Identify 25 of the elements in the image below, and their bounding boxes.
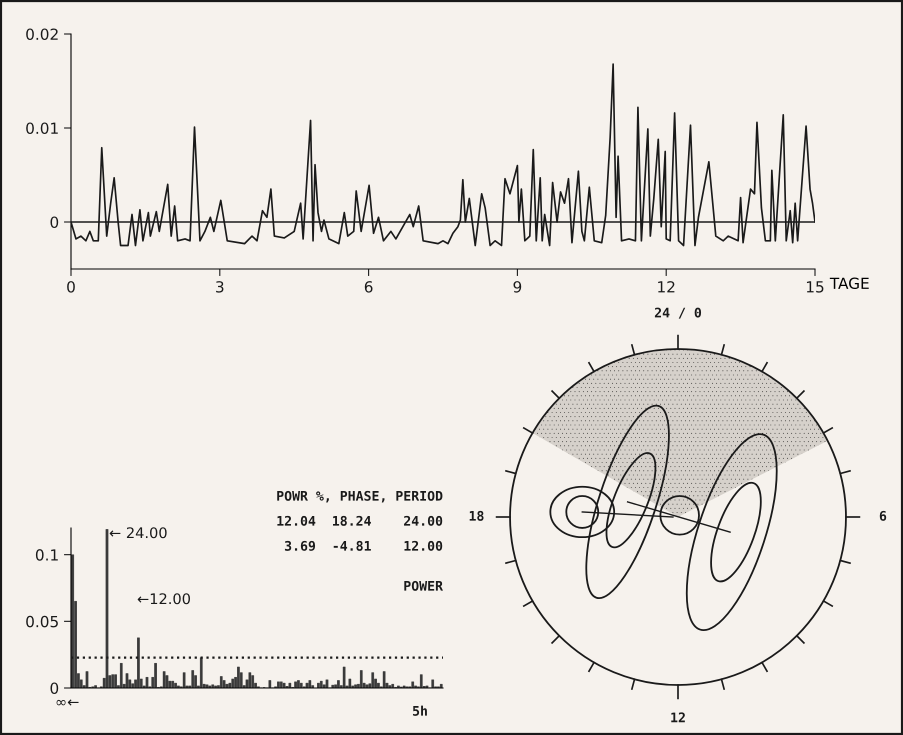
annotation: 3.69 -4.81 12.00 bbox=[284, 540, 442, 551]
x-tick-label: 0 bbox=[67, 281, 75, 293]
y-tick-label: 0.05 bbox=[26, 616, 58, 628]
y-tick-label: 0.01 bbox=[26, 122, 58, 134]
x-tick-label: 15 bbox=[806, 281, 824, 293]
annotation: POWER bbox=[404, 580, 443, 591]
y-tick-label: 0 bbox=[50, 682, 58, 694]
text: 12 bbox=[671, 712, 685, 722]
text: ∞← bbox=[56, 699, 79, 706]
annotation: ← 24.00 bbox=[110, 527, 167, 538]
text: 24 / 0 bbox=[654, 308, 702, 319]
x-tick-label: 12 bbox=[658, 281, 674, 292]
annotation: ←12.00 bbox=[138, 593, 190, 604]
x-tick-label: 3 bbox=[216, 281, 224, 293]
text: 5h bbox=[412, 706, 427, 716]
text: 18 bbox=[470, 510, 484, 521]
x-tick-label: 9 bbox=[514, 281, 522, 293]
text: 6 bbox=[880, 510, 886, 521]
y-tick-label: 0.1 bbox=[36, 549, 58, 561]
text: 12.04 18.24 24.00 bbox=[277, 516, 442, 526]
text: POWR %, PHASE, PERIOD bbox=[277, 490, 442, 502]
x-axis-title: TAGE bbox=[830, 277, 869, 290]
x-tick-label: 6 bbox=[364, 281, 372, 293]
y-tick-label: 0.02 bbox=[26, 28, 58, 40]
y-tick-label: 0 bbox=[50, 216, 58, 228]
